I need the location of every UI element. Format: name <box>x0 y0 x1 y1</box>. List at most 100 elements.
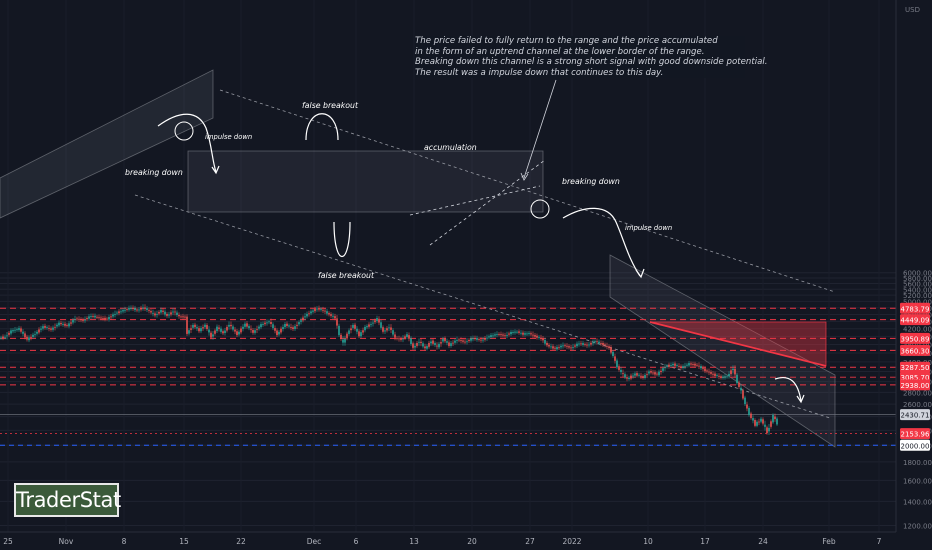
candle-body <box>298 322 300 325</box>
candle-body <box>118 311 120 314</box>
candle-body <box>486 337 488 339</box>
level-badge <box>900 439 930 451</box>
candle-body <box>248 326 250 329</box>
level-badge-label: 3287.50 <box>901 364 930 372</box>
candle-body <box>130 308 132 309</box>
candle-body <box>552 346 554 349</box>
false-breakout-arc <box>333 221 351 257</box>
candle-body <box>326 311 328 314</box>
candle-body <box>748 407 750 416</box>
x-tick-label: 20 <box>467 537 477 546</box>
candle-body <box>616 360 618 368</box>
candle-body <box>122 310 124 312</box>
candle-body <box>4 336 6 338</box>
candle-body <box>44 325 46 328</box>
candle-body <box>168 314 170 316</box>
candle-body <box>274 328 276 331</box>
candle-body <box>14 329 16 331</box>
x-tick-label: Nov <box>59 537 74 546</box>
candle-body <box>700 366 702 369</box>
candle-body <box>586 344 588 346</box>
candle-body <box>692 364 694 365</box>
candle-body <box>382 327 384 332</box>
candle-body <box>542 338 544 341</box>
candle-body <box>378 318 380 323</box>
candle-body <box>56 324 58 327</box>
candle-body <box>636 373 638 376</box>
candle-body <box>720 376 722 378</box>
candle-body <box>420 341 422 343</box>
annotation-label: impulse down <box>625 224 672 232</box>
candle-body <box>708 371 710 373</box>
candle-body <box>534 335 536 337</box>
candle-body <box>204 324 206 328</box>
x-tick-label: 15 <box>179 537 189 546</box>
candle-body <box>114 313 116 315</box>
analysis-note: The price failed to fully return to the … <box>415 36 768 79</box>
candle-body <box>444 338 446 342</box>
candle-body <box>222 331 224 334</box>
level-badge <box>900 332 930 344</box>
x-tick-label: 27 <box>525 537 535 546</box>
candle-body <box>306 313 308 317</box>
candle-body <box>240 328 242 333</box>
candle-body <box>502 334 504 336</box>
y-tick-label: 5800.00 <box>903 275 932 283</box>
candle-body <box>258 326 260 329</box>
candle-body <box>390 327 392 330</box>
candle-body <box>646 374 648 376</box>
annotation-label: accumulation <box>424 143 477 152</box>
candle-body <box>352 325 354 328</box>
candle-body <box>6 335 8 337</box>
candle-body <box>372 322 374 324</box>
candle-body <box>160 309 162 313</box>
candle-body <box>644 375 646 378</box>
candle-body <box>86 318 88 320</box>
candle-body <box>50 328 52 330</box>
candle-body <box>60 322 62 325</box>
candle-body <box>136 309 138 311</box>
candle-body <box>684 365 686 367</box>
x-tick-label: 24 <box>758 537 768 546</box>
candle-body <box>480 339 482 341</box>
candle-body <box>526 333 528 335</box>
candle-body <box>238 331 240 335</box>
candle-body <box>652 372 654 374</box>
candle-body <box>638 374 640 376</box>
arrow-head <box>211 165 220 175</box>
candle-body <box>496 334 498 335</box>
candle-body <box>632 375 634 377</box>
short-zone-edge <box>649 321 827 367</box>
candle-body <box>428 342 430 347</box>
candle-body <box>318 307 320 310</box>
candle-body <box>628 377 630 380</box>
candle-body <box>706 370 708 372</box>
candle-body <box>208 329 210 333</box>
candle-body <box>514 331 516 333</box>
candle-body <box>36 331 38 334</box>
level-badge <box>900 379 930 391</box>
candle-body <box>776 418 778 425</box>
candle-body <box>402 338 404 340</box>
candle-body <box>226 326 228 331</box>
candle-body <box>492 335 494 337</box>
candle-body <box>468 339 470 341</box>
candle-body <box>94 315 96 318</box>
candle-body <box>104 317 106 320</box>
candle-body <box>266 322 268 324</box>
note-line: The result was a impulse down that conti… <box>415 67 664 78</box>
candle-body <box>380 322 382 328</box>
candle-body <box>760 418 762 422</box>
candle-body <box>32 334 34 337</box>
candle-body <box>368 324 370 327</box>
candle-body <box>620 369 622 373</box>
candle-body <box>314 308 316 312</box>
candle-body <box>194 324 196 328</box>
candle-body <box>650 371 652 373</box>
candle-body <box>142 307 144 309</box>
candle-body <box>376 318 378 321</box>
candle-body <box>704 368 706 372</box>
candle-body <box>210 332 212 338</box>
candle-body <box>476 337 478 340</box>
